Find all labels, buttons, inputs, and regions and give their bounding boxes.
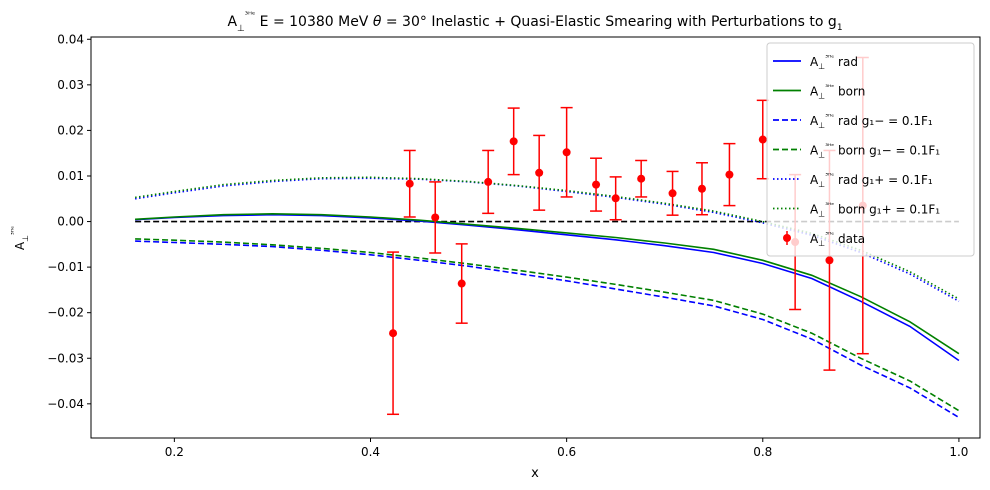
data-marker: [725, 170, 734, 179]
legend-marker-swatch: [783, 234, 791, 242]
data-marker: [457, 279, 466, 288]
data-point-6: [507, 107, 520, 176]
data-point-5: [482, 149, 495, 215]
legend-entry-1: A⊥³ᴴᵉ rad: [773, 54, 858, 71]
data-marker: [758, 135, 767, 144]
data-point-13: [695, 162, 708, 216]
data-marker: [535, 168, 544, 177]
x-tick-label: 0.8: [753, 445, 772, 459]
data-point-8: [560, 106, 573, 198]
data-marker: [697, 184, 706, 193]
legend-entry-data: A⊥³ᴴᵉ data: [783, 231, 865, 248]
x-tick-label: 0.6: [557, 445, 576, 459]
legend-box: [766, 42, 975, 257]
series-line-4: [135, 238, 960, 412]
axes-frame: [90, 36, 981, 439]
y-tick-label: 0.03: [57, 78, 84, 92]
data-point-2: [403, 149, 416, 218]
legend-label: A⊥³ᴴᵉ rad g₁+ = 0.1F₁: [810, 172, 933, 189]
data-marker: [611, 194, 620, 203]
legend-label: A⊥³ᴴᵉ born g₁− = 0.1F₁: [810, 143, 940, 160]
y-tick-label: −0.03: [47, 351, 84, 365]
y-tick-label: 0.00: [57, 215, 84, 229]
data-marker: [825, 256, 834, 265]
legend-label: A⊥³ᴴᵉ born g₁+ = 0.1F₁: [810, 202, 940, 219]
data-point-7: [533, 134, 546, 211]
legend-entry-6: A⊥³ᴴᵉ born g₁+ = 0.1F₁: [773, 202, 940, 219]
data-point-10: [609, 176, 622, 221]
y-tick-label: 0.04: [57, 32, 84, 46]
x-tick-label: 1.0: [949, 445, 968, 459]
data-point-12: [666, 170, 679, 216]
data-point-9: [590, 157, 603, 212]
series-line-2: [135, 212, 960, 355]
legend-entry-4: A⊥³ᴴᵉ born g₁− = 0.1F₁: [773, 143, 940, 160]
x-axis-label: x: [531, 466, 539, 481]
data-marker: [562, 148, 571, 157]
y-tick-label: −0.04: [47, 397, 84, 411]
x-tick-label: 0.2: [165, 445, 184, 459]
data-marker: [389, 329, 398, 338]
data-marker: [405, 179, 414, 188]
legend: A⊥³ᴴᵉ rad A⊥³ᴴᵉ born A⊥³ᴴᵉ rad g₁− = 0.1F₁…: [766, 42, 975, 257]
data-point-1: [387, 251, 400, 416]
data-point-14: [723, 142, 736, 207]
y-tick-label: −0.02: [47, 306, 84, 320]
series-line-1: [135, 213, 960, 362]
legend-label: A⊥³ᴴᵉ born: [810, 84, 865, 101]
legend-entry-3: A⊥³ᴴᵉ rad g₁− = 0.1F₁: [773, 113, 933, 130]
y-tick-label: −0.01: [47, 260, 84, 274]
data-point-4: [455, 243, 468, 324]
data-point-3: [429, 181, 442, 254]
data-marker: [592, 180, 601, 189]
legend-entry-2: A⊥³ᴴᵉ born: [773, 84, 865, 101]
data-point-11: [635, 159, 648, 198]
data-marker: [509, 137, 518, 146]
series-line-3: [135, 240, 960, 419]
data-marker: [637, 174, 646, 183]
x-tick-label: 0.4: [361, 445, 380, 459]
data-marker: [431, 213, 440, 222]
data-marker: [668, 189, 677, 198]
series-line-6: [134, 176, 960, 300]
data-marker: [484, 177, 493, 186]
legend-label: A⊥³ᴴᵉ rad: [810, 54, 858, 71]
axis-ticks: 0.2 0.4 0.6 0.8 1.0 0.04 0.03 0.02 0.01 0.00 −0.01…: [47, 32, 981, 459]
legend-label: A⊥³ᴴᵉ rad g₁− = 0.1F₁: [810, 113, 933, 130]
y-tick-label: 0.01: [57, 169, 84, 183]
y-tick-label: 0.02: [57, 123, 84, 137]
legend-label: A⊥³ᴴᵉ data: [810, 231, 865, 248]
legend-entry-5: A⊥³ᴴᵉ rad g₁+ = 0.1F₁: [773, 172, 933, 189]
